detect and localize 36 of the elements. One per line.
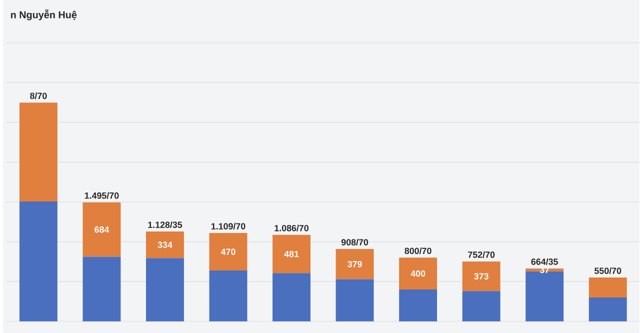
data-label: 373 — [474, 273, 488, 280]
total-label: 1.128/35 — [148, 221, 182, 228]
bar — [336, 279, 374, 322]
bar — [19, 201, 58, 322]
data-label: 481 — [284, 250, 299, 258]
bar — [588, 277, 627, 298]
bar — [462, 261, 500, 292]
total-label: 550/70 — [594, 267, 622, 274]
bar — [209, 270, 248, 322]
bar — [146, 258, 184, 322]
bar — [272, 273, 311, 322]
bar — [399, 258, 438, 290]
total-label: 1.086/70 — [274, 224, 309, 232]
total-label: 1.109/70 — [211, 222, 246, 230]
total-label: 752/70 — [468, 251, 495, 258]
total-label: 8/70 — [30, 92, 47, 99]
data-label: 470 — [220, 248, 236, 255]
total-label: 664/35 — [531, 258, 558, 265]
total-label: 800/70 — [404, 247, 432, 254]
chart-title: n Nguyễn Huệ — [10, 9, 77, 20]
bar — [336, 248, 374, 280]
bar — [19, 102, 58, 202]
bar — [272, 234, 311, 274]
bar — [399, 289, 438, 322]
total-label: 908/70 — [341, 238, 368, 246]
data-label: 379 — [348, 260, 362, 268]
bar — [82, 256, 121, 322]
data-label: 400 — [410, 270, 426, 277]
bar — [82, 202, 121, 257]
bar — [209, 232, 248, 270]
data-label: 684 — [94, 226, 110, 233]
bar — [146, 231, 184, 258]
bar — [588, 297, 627, 322]
bar — [462, 291, 500, 322]
data-label: 334 — [158, 242, 172, 248]
total-label: 1.495/70 — [84, 192, 119, 199]
